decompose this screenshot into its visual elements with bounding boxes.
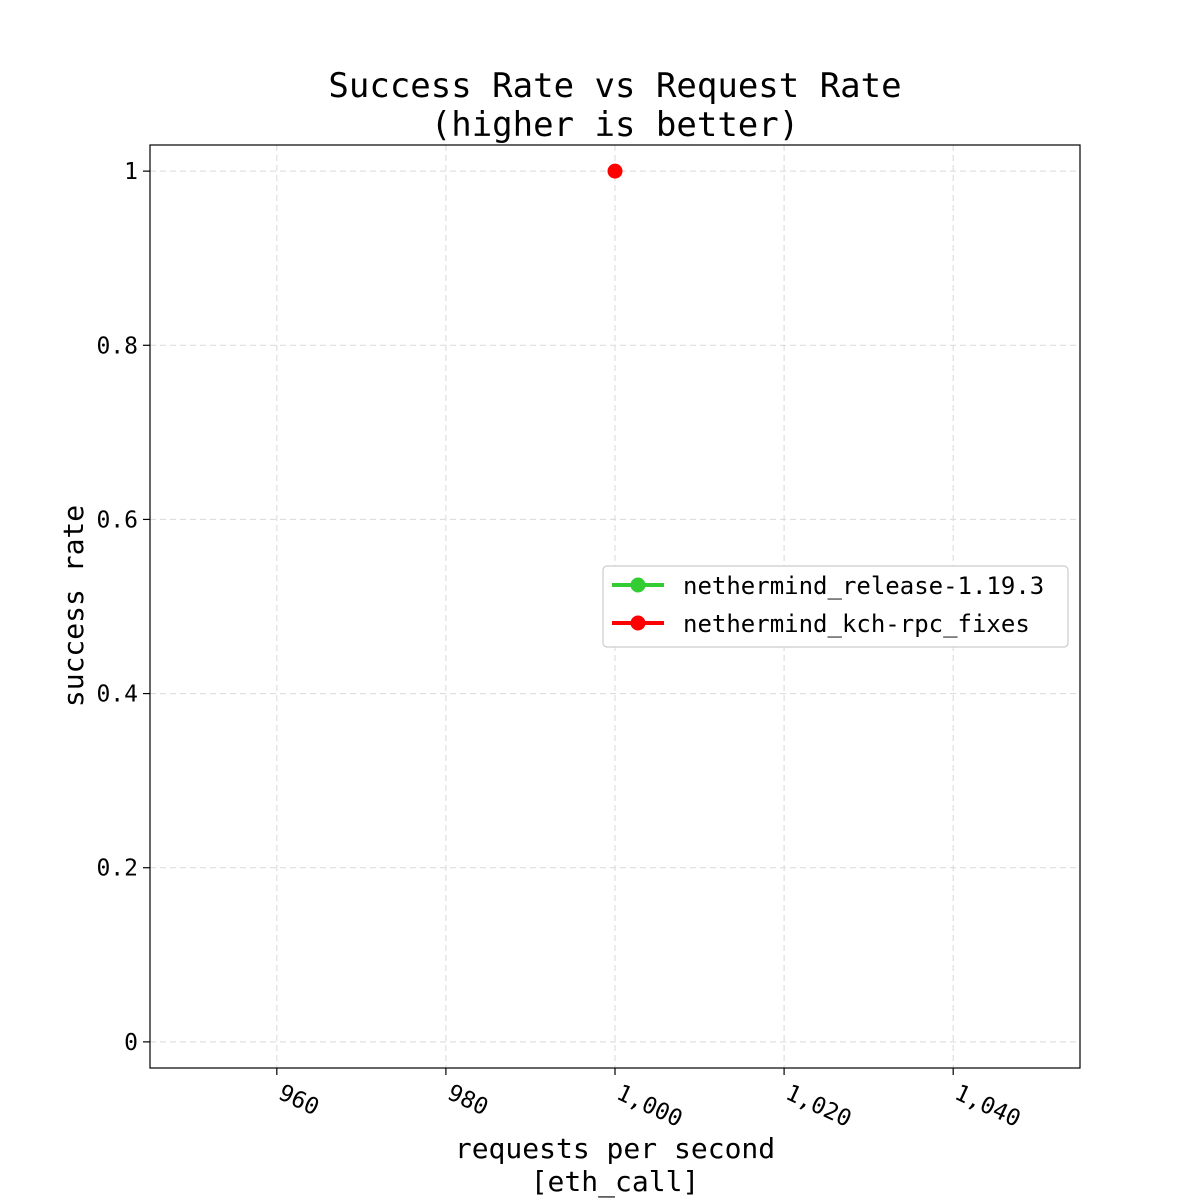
- y-tick-label: 0.8: [96, 333, 138, 359]
- y-tick-label: 0.6: [96, 507, 138, 533]
- y-tick-label: 0: [124, 1030, 138, 1056]
- x-axis-label-line-1: requests per second: [455, 1132, 775, 1165]
- legend-box: [602, 565, 1069, 648]
- series-1-point: [607, 163, 623, 179]
- y-tick-label: 0.2: [96, 856, 138, 882]
- legend-label-release: nethermind_release-1.19.3: [683, 572, 1044, 600]
- x-tick-label: 980: [443, 1080, 492, 1121]
- x-tick-label: 1,020: [782, 1080, 856, 1133]
- y-tick-label: 1: [124, 159, 138, 185]
- chart-title-line-1: Success Rate vs Request Rate: [328, 66, 901, 106]
- data-series: [607, 163, 623, 179]
- x-axis-ticks: 960 980 1,000 1,020 1,040: [274, 1068, 1024, 1133]
- x-tick-label: 1,040: [951, 1080, 1025, 1133]
- y-axis-label: success rate: [57, 505, 90, 707]
- legend-swatch-release-marker: [630, 577, 646, 593]
- legend-swatch-kch-marker: [630, 615, 646, 631]
- y-tick-label: 0.4: [96, 682, 138, 708]
- chart-title-line-2: (higher is better): [431, 105, 799, 145]
- x-tick-label: 960: [274, 1080, 323, 1121]
- legend: nethermind_release-1.19.3 nethermind_kch…: [602, 565, 1069, 648]
- legend-label-kch: nethermind_kch-rpc_fixes: [683, 610, 1030, 638]
- x-tick-label: 1,000: [612, 1080, 686, 1133]
- x-axis-label-line-2: [eth_call]: [531, 1165, 700, 1199]
- y-axis-ticks: 0 0.2 0.4 0.6 0.8 1: [96, 159, 150, 1056]
